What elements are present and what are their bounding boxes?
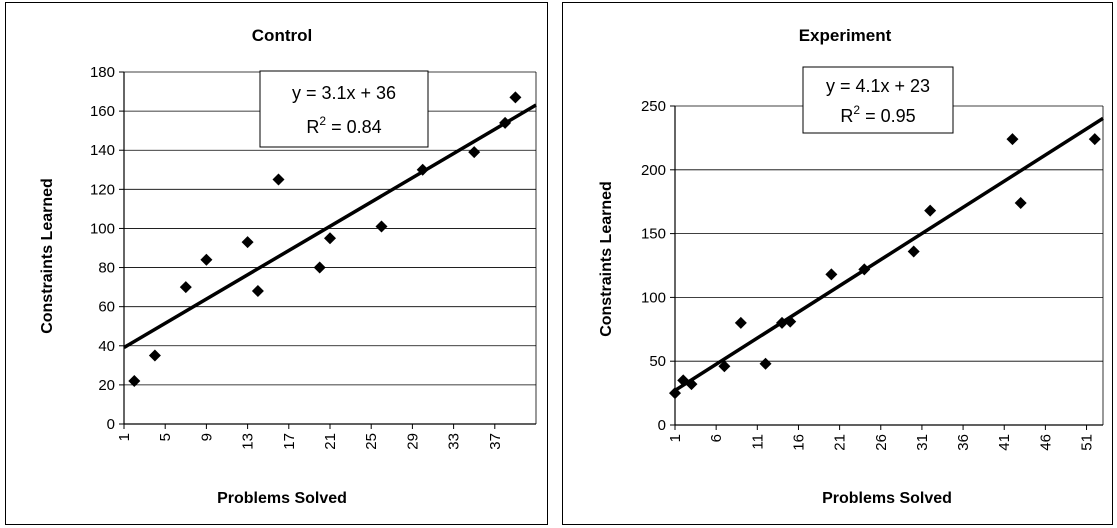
y-tick-label: 100	[641, 289, 666, 306]
trendline-equation: y = 4.1x + 23	[826, 76, 930, 96]
y-tick-label: 80	[98, 260, 115, 277]
chart-title: Experiment	[799, 26, 892, 45]
data-point	[324, 232, 336, 245]
y-tick-label: 150	[641, 226, 666, 243]
y-tick-label: 40	[98, 338, 115, 355]
x-tick-label: 36	[955, 434, 972, 451]
equation-box: y = 4.1x + 23 R2 = 0.95	[802, 66, 954, 134]
data-point	[825, 268, 838, 281]
r-squared-label: R2 = 0.95	[840, 103, 915, 126]
x-tick-label: 17	[281, 433, 298, 450]
data-point	[759, 357, 772, 370]
x-tick-label: 46	[1037, 434, 1054, 451]
y-tick-label: 0	[658, 417, 666, 434]
y-tick-label: 180	[90, 64, 115, 81]
y-tick-label: 140	[90, 142, 115, 159]
y-tick-label: 60	[98, 299, 115, 316]
x-tick-label: 1	[116, 433, 133, 441]
y-tick-label: 20	[98, 377, 115, 394]
y-axis-label: Constraints Learned	[39, 178, 56, 334]
y-tick-label: 160	[90, 103, 115, 120]
data-point	[1006, 133, 1019, 146]
y-tick-label: 50	[649, 353, 666, 370]
x-tick-label: 6	[708, 434, 725, 442]
x-tick-labels: 1 6 11 16 21 26 31 36 41 46 51	[667, 425, 1096, 451]
data-point	[251, 285, 264, 298]
axes	[674, 106, 1104, 426]
data-point	[313, 261, 326, 274]
x-tick-label: 16	[790, 434, 807, 451]
x-tick-labels: 1 5 9 13 17 21 25 29 33 37	[116, 424, 504, 450]
equation-box: y = 3.1x + 36 R2 = 0.84	[259, 70, 429, 148]
data-point	[1014, 196, 1027, 209]
y-tick-label: 120	[90, 181, 115, 198]
y-tick-label: 100	[90, 220, 115, 237]
x-tick-label: 21	[322, 433, 339, 450]
y-axis-label: Constraints Learned	[598, 181, 615, 337]
data-point	[734, 316, 747, 329]
x-tick-label: 25	[363, 433, 380, 450]
data-point	[1088, 133, 1101, 146]
y-tick-labels: 0 20 40 60 80 100 120 140 160 180	[90, 64, 124, 433]
y-tick-labels: 0 50 100 150 200 250	[641, 98, 675, 434]
data-point	[179, 281, 192, 294]
x-tick-label: 1	[667, 434, 684, 442]
x-axis-label: Problems Solved	[822, 490, 952, 507]
y-tick-label: 250	[641, 98, 666, 115]
x-tick-label: 21	[832, 434, 849, 451]
x-tick-label: 29	[404, 433, 421, 450]
x-tick-label: 51	[1079, 434, 1096, 451]
data-point	[924, 204, 937, 217]
data-points	[669, 133, 1101, 400]
y-tick-label: 200	[641, 162, 666, 179]
chart-title: Control	[252, 26, 312, 45]
data-point	[677, 374, 690, 387]
data-point	[468, 146, 481, 159]
data-point	[241, 236, 254, 249]
trendline	[123, 103, 537, 350]
x-tick-label: 33	[446, 433, 463, 450]
control-chart: Control 0 20 40 60 80 100 120 140 160 180 1 5 9 13 17…	[5, 2, 548, 525]
x-tick-label: 9	[198, 433, 215, 441]
data-point	[148, 349, 161, 362]
experiment-chart: Experiment 0 50 100 150 200 250 1 6 11 16 21 26 31 3…	[562, 2, 1113, 525]
y-tick-label: 0	[107, 416, 115, 433]
r-squared-label: R2 = 0.84	[306, 114, 381, 137]
x-tick-label: 11	[749, 434, 766, 450]
x-tick-label: 37	[487, 433, 504, 450]
data-point	[907, 245, 920, 258]
data-point	[272, 173, 285, 186]
x-tick-label: 41	[996, 434, 1013, 451]
trendline-equation: y = 3.1x + 36	[292, 83, 396, 103]
data-point	[128, 374, 141, 387]
trendline	[674, 116, 1104, 392]
control-chart-svg: Control 0 20 40 60 80 100 120 140 160 180 1 5 9 13 17…	[39, 26, 537, 507]
x-tick-label: 5	[157, 433, 174, 441]
data-point	[509, 91, 522, 104]
x-tick-label: 13	[240, 433, 257, 450]
x-axis-label: Problems Solved	[217, 490, 347, 507]
data-point	[375, 220, 388, 233]
data-point	[718, 360, 731, 373]
data-points	[128, 91, 522, 387]
x-tick-label: 26	[873, 434, 890, 451]
data-point	[200, 253, 213, 266]
x-tick-label: 31	[914, 434, 931, 451]
